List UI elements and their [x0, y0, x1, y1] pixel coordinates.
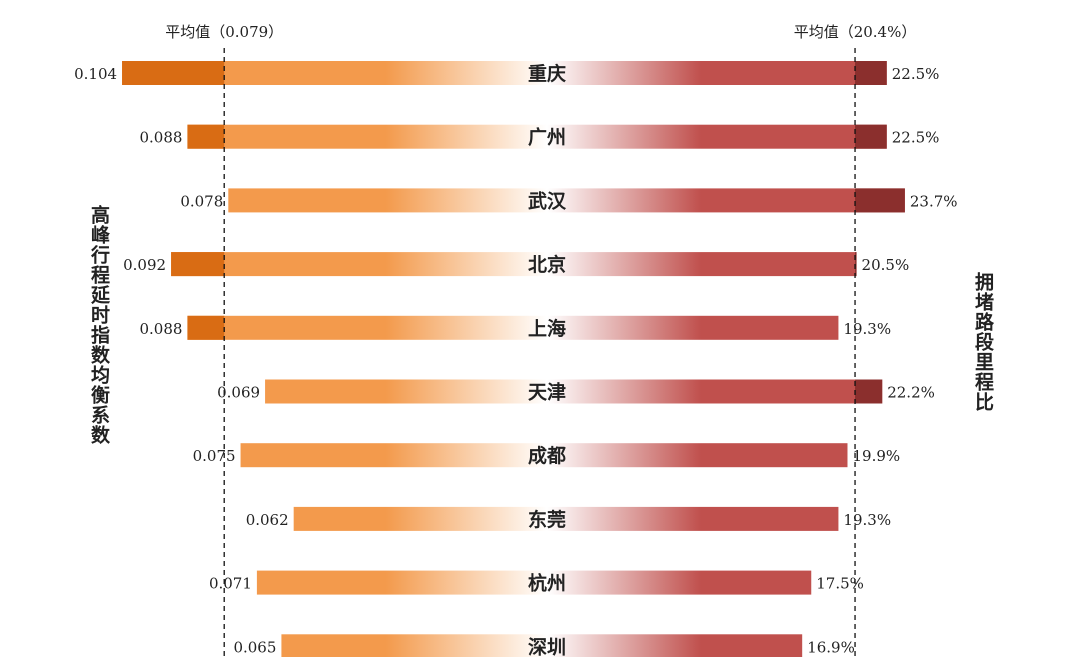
right-bar: [547, 634, 803, 657]
right-value-label: 22.2%: [887, 384, 935, 402]
right-bar-above-average: [855, 61, 887, 85]
right-bar: [547, 124, 887, 149]
right-bar-above-average: [855, 379, 883, 404]
left-bar: [281, 634, 547, 657]
left-value-label: 0.078: [180, 192, 223, 210]
right-value-label: 20.5%: [862, 256, 910, 274]
right-bar: [547, 570, 812, 595]
category-label: 武汉: [528, 190, 567, 212]
category-label: 北京: [528, 253, 566, 276]
left-bar: [240, 443, 548, 468]
category-label: 天津: [528, 381, 566, 404]
left-value-label: 0.065: [233, 638, 276, 656]
left-bar: [171, 252, 547, 277]
left-value-label: 0.069: [217, 384, 260, 402]
right-value-label: 22.5%: [892, 129, 940, 147]
right-value-label: 22.5%: [892, 65, 940, 83]
bars-layer: [122, 61, 905, 657]
right-bar: [547, 379, 883, 404]
category-label: 杭州: [528, 572, 566, 595]
right-bar: [547, 506, 839, 531]
right-value-label: 19.3%: [843, 320, 891, 338]
left-value-label: 0.104: [74, 65, 117, 83]
right-value-label: 16.9%: [807, 638, 855, 656]
right-value-label: 19.3%: [843, 511, 891, 529]
category-label: 成都: [528, 444, 566, 467]
left-bar-above-average: [187, 124, 225, 149]
left-bar: [265, 379, 547, 404]
left-bar: [187, 315, 547, 340]
left-value-label: 0.071: [209, 575, 252, 593]
left-bar: [187, 124, 547, 149]
right-bar-above-average: [855, 124, 887, 149]
left-axis-title: 高峰行程延时指数均衡系数: [88, 205, 110, 445]
right-bar: [547, 188, 905, 213]
category-label: 东莞: [528, 508, 566, 531]
right-value-label: 23.7%: [910, 192, 958, 210]
category-label: 重庆: [528, 62, 566, 85]
left-value-label: 0.075: [193, 447, 236, 465]
right-axis-title: 拥堵路段里程比: [972, 272, 994, 412]
right-bar: [547, 61, 887, 85]
right-bar: [547, 252, 857, 277]
right-value-label: 19.9%: [852, 447, 900, 465]
labels-layer: 重庆 0.104 22.5% 广州 0.088 22.5% 武汉 0.078 23.7% 北京 0.…: [74, 23, 957, 657]
left-value-label: 0.088: [139, 320, 182, 338]
right-bar: [547, 315, 839, 340]
left-value-label: 0.062: [246, 511, 289, 529]
average-lines-layer: [223, 48, 856, 657]
right-value-label: 17.5%: [816, 575, 864, 593]
left-average-label: 平均值（0.079）: [165, 23, 283, 41]
right-bar-above-average: [855, 188, 905, 213]
right-average-label: 平均值（20.4%）: [794, 23, 917, 41]
left-bar: [293, 506, 547, 531]
left-bar-above-average: [171, 252, 225, 277]
category-label: 广州: [528, 126, 566, 149]
left-value-label: 0.092: [123, 256, 166, 274]
left-bar-above-average: [187, 315, 225, 340]
category-label: 深圳: [528, 635, 566, 657]
left-bar: [256, 570, 547, 595]
right-bar: [547, 443, 848, 468]
left-value-label: 0.088: [139, 129, 182, 147]
left-bar: [228, 188, 548, 213]
category-label: 上海: [528, 317, 566, 340]
right-bar-above-average: [855, 252, 857, 277]
left-bar-above-average: [122, 61, 225, 85]
